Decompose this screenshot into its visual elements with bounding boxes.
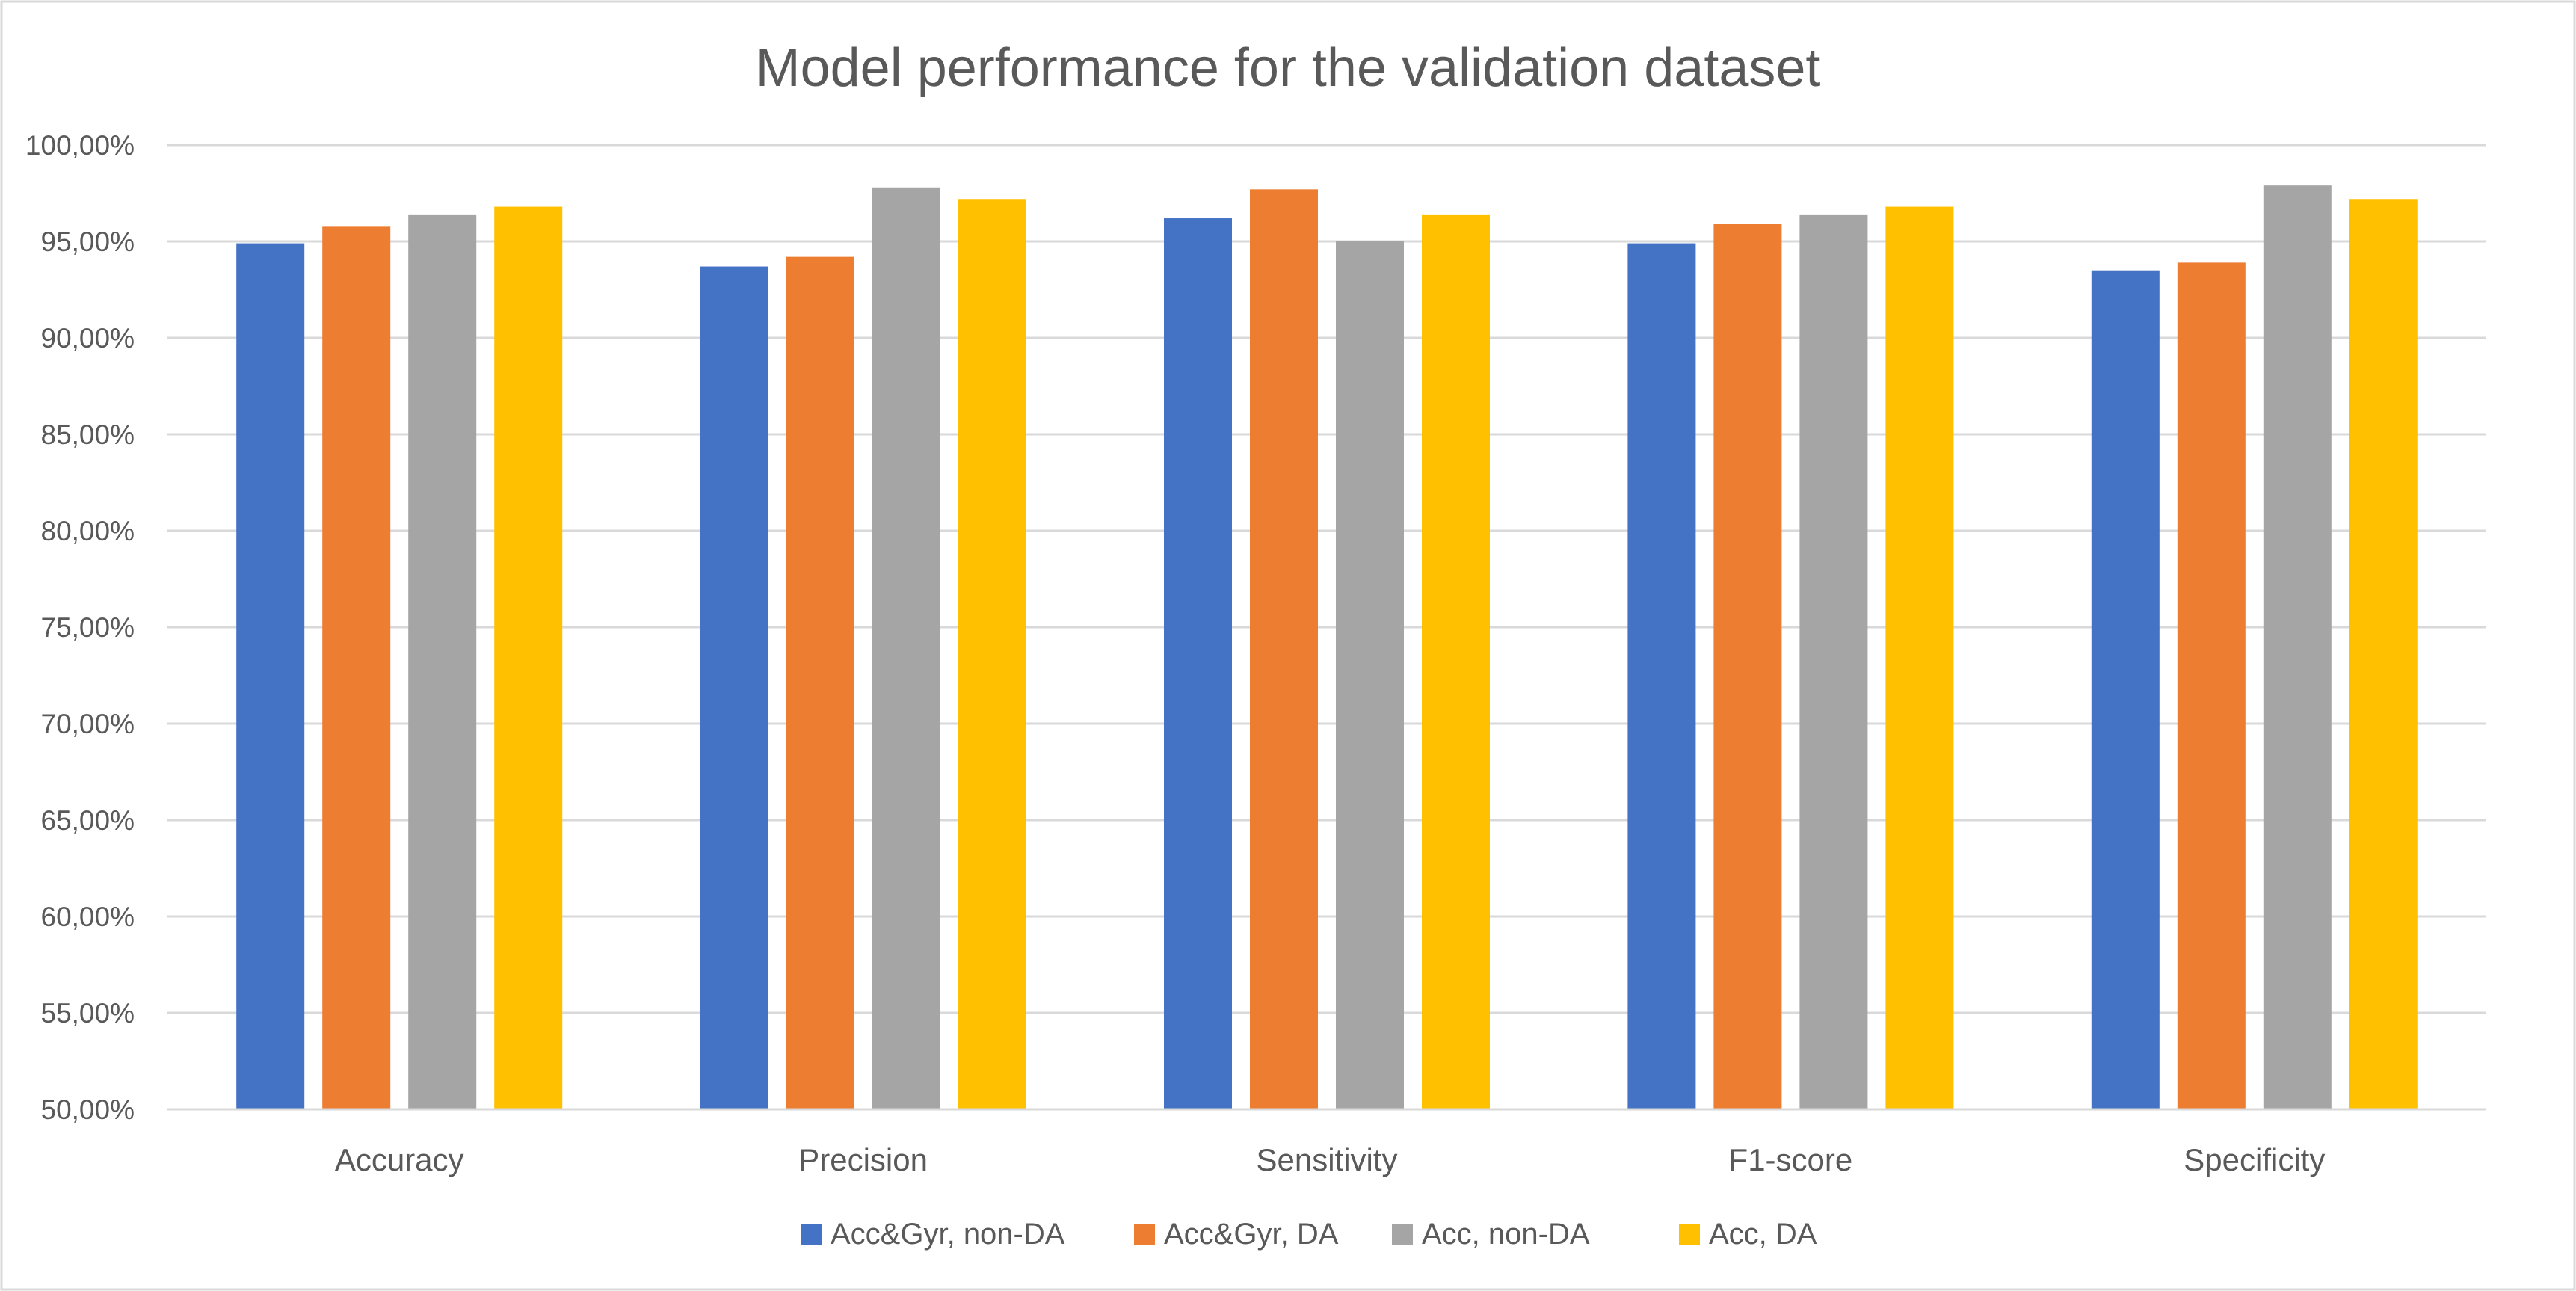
bar bbox=[236, 243, 305, 1110]
x-category-label: Accuracy bbox=[335, 1142, 464, 1177]
y-tick-label: 60,00% bbox=[41, 902, 135, 932]
bar bbox=[1164, 218, 1232, 1109]
bar bbox=[1713, 224, 1782, 1109]
bar bbox=[1627, 243, 1696, 1110]
bar bbox=[2177, 262, 2246, 1109]
y-axis-tick-labels: 50,00% 55,00% 60,00% 65,00% 70,00% 75,00% 80,0… bbox=[25, 130, 135, 1125]
y-tick-label: 95,00% bbox=[41, 227, 135, 257]
legend-label: Acc&Gyr, DA bbox=[1164, 1218, 1339, 1251]
legend-label: Acc&Gyr, non-DA bbox=[831, 1218, 1065, 1251]
bar bbox=[1885, 206, 1954, 1109]
y-tick-label: 50,00% bbox=[41, 1094, 135, 1125]
x-category-label: Specificity bbox=[2184, 1142, 2325, 1177]
bars bbox=[236, 185, 2418, 1110]
bar bbox=[494, 206, 563, 1109]
legend-label: Acc, DA bbox=[1709, 1218, 1817, 1251]
y-tick-label: 80,00% bbox=[41, 516, 135, 546]
x-category-label: Sensitivity bbox=[1256, 1142, 1397, 1177]
legend-swatch bbox=[1134, 1224, 1155, 1245]
y-tick-label: 100,00% bbox=[25, 130, 135, 161]
y-tick-label: 55,00% bbox=[41, 998, 135, 1029]
y-tick-label: 65,00% bbox=[41, 805, 135, 836]
bar bbox=[1799, 214, 1868, 1109]
y-tick-label: 75,00% bbox=[41, 612, 135, 643]
legend-swatch bbox=[1679, 1224, 1700, 1245]
bar bbox=[408, 214, 477, 1109]
x-axis-category-labels: Accuracy Precision Sensitivity F1-score Spec… bbox=[335, 1142, 2325, 1177]
bar bbox=[1250, 189, 1318, 1110]
chart-title: Model performance for the validation dat… bbox=[756, 38, 1821, 98]
bar bbox=[1422, 214, 1490, 1109]
legend-swatch bbox=[1392, 1224, 1413, 1245]
legend-swatch bbox=[801, 1224, 822, 1245]
bar bbox=[2091, 270, 2160, 1110]
bar bbox=[2263, 185, 2332, 1110]
bar bbox=[2349, 199, 2418, 1109]
bar bbox=[322, 226, 391, 1109]
y-tick-label: 70,00% bbox=[41, 709, 135, 739]
legend-label: Acc, non-DA bbox=[1422, 1218, 1590, 1251]
y-tick-label: 90,00% bbox=[41, 323, 135, 354]
bar bbox=[700, 266, 768, 1109]
y-tick-label: 85,00% bbox=[41, 419, 135, 450]
bar bbox=[1336, 241, 1404, 1109]
bar bbox=[872, 187, 940, 1109]
x-category-label: Precision bbox=[798, 1142, 928, 1177]
bar bbox=[958, 199, 1026, 1109]
x-category-label: F1-score bbox=[1729, 1142, 1853, 1177]
legend: Acc&Gyr, non-DA Acc&Gyr, DA Acc, non-DA Acc… bbox=[801, 1218, 1817, 1251]
bar bbox=[786, 256, 854, 1109]
